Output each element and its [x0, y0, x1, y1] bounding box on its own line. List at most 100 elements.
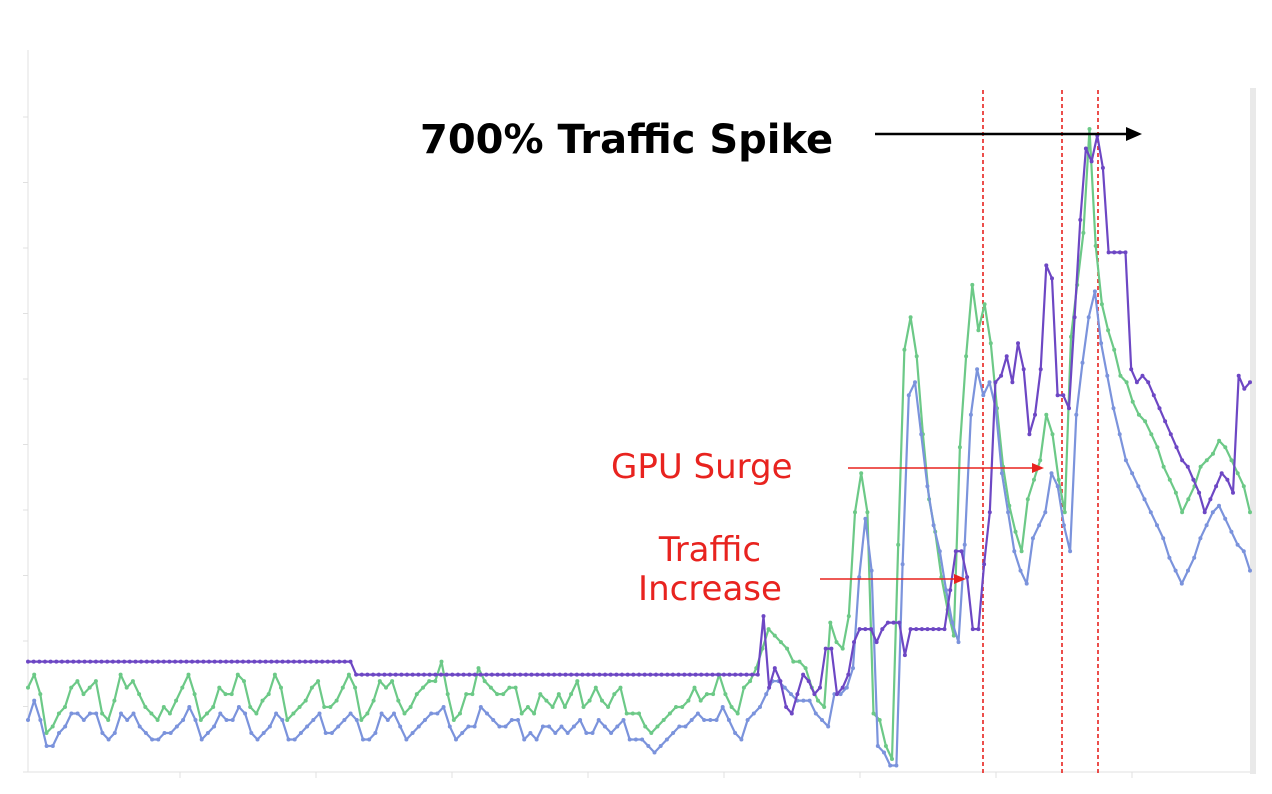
data-point-green — [1173, 490, 1178, 495]
data-point-purple — [829, 646, 834, 651]
data-point-green — [56, 711, 61, 716]
data-point-blue — [218, 711, 223, 716]
data-point-purple — [767, 685, 772, 690]
data-point-purple — [552, 672, 557, 677]
data-point-purple — [274, 659, 279, 664]
data-point-purple — [195, 659, 200, 664]
data-point-green — [840, 646, 845, 651]
data-point-purple — [948, 588, 953, 593]
data-point-purple — [535, 672, 540, 677]
data-point-green — [1118, 373, 1123, 378]
data-point-green — [100, 711, 105, 716]
data-point-blue — [429, 711, 434, 716]
data-point-green — [513, 685, 518, 690]
data-point-purple — [874, 640, 879, 645]
data-point-purple — [789, 711, 794, 716]
data-point-blue — [112, 731, 117, 735]
data-point-purple — [489, 672, 494, 677]
data-point-green — [846, 614, 851, 619]
data-point-purple — [840, 685, 845, 690]
data-point-purple — [1168, 432, 1173, 437]
data-point-green — [254, 711, 259, 716]
data-point-blue — [826, 724, 831, 729]
data-point-green — [137, 692, 142, 697]
data-point-purple — [224, 659, 228, 664]
data-point-purple — [258, 659, 262, 664]
data-point-blue — [26, 718, 30, 722]
data-point-green — [1062, 510, 1067, 515]
data-point-green — [1032, 477, 1036, 482]
data-point-blue — [447, 724, 452, 729]
data-point-green — [957, 445, 962, 450]
data-point-green — [1167, 477, 1172, 482]
data-point-blue — [336, 724, 341, 729]
data-point-green — [797, 659, 802, 664]
data-point-purple — [235, 659, 240, 664]
data-point-blue — [937, 549, 942, 554]
data-point-blue — [702, 718, 707, 722]
data-point-purple — [161, 659, 166, 664]
data-point-green — [735, 711, 740, 716]
data-point-green — [661, 718, 666, 722]
data-point-green — [748, 679, 753, 684]
data-point-blue — [851, 666, 855, 671]
series-line-blue — [26, 290, 1252, 767]
data-point-blue — [968, 412, 973, 417]
data-point-green — [346, 672, 351, 677]
data-point-purple — [450, 672, 455, 677]
data-point-green — [593, 685, 598, 690]
data-point-blue — [813, 711, 818, 716]
data-point-green — [63, 705, 67, 709]
data-point-green — [587, 698, 592, 703]
data-point-blue — [739, 737, 744, 742]
data-point-green — [266, 692, 271, 697]
data-point-blue — [609, 731, 614, 735]
data-point-purple — [925, 627, 930, 632]
data-point-green — [741, 685, 746, 690]
data-point-blue — [1055, 484, 1060, 489]
data-point-green — [130, 679, 135, 684]
gpu-surge-arrow — [848, 463, 1044, 473]
data-point-purple — [586, 672, 591, 677]
data-point-green — [155, 718, 160, 722]
data-point-green — [365, 711, 370, 716]
data-point-purple — [540, 672, 545, 677]
data-point-blue — [708, 718, 713, 722]
data-point-green — [1013, 529, 1018, 534]
data-point-purple — [1021, 367, 1026, 372]
data-point-blue — [435, 711, 440, 716]
data-point-purple — [716, 672, 721, 677]
data-point-purple — [936, 627, 941, 632]
data-point-green — [93, 679, 98, 684]
data-point-blue — [255, 737, 260, 742]
data-point-blue — [807, 698, 812, 703]
data-point-green — [883, 744, 888, 748]
series-layer — [26, 127, 1252, 768]
data-point-green — [828, 620, 833, 625]
data-point-blue — [106, 737, 111, 742]
data-point-blue — [100, 731, 105, 735]
data-point-purple — [82, 659, 87, 664]
data-point-blue — [801, 698, 806, 703]
data-point-blue — [1235, 542, 1240, 547]
data-point-purple — [207, 659, 211, 664]
data-point-blue — [1030, 536, 1035, 541]
data-point-blue — [311, 718, 316, 722]
data-point-green — [106, 718, 111, 722]
data-point-green — [1211, 451, 1215, 456]
data-point-green — [303, 698, 308, 703]
data-point-purple — [687, 672, 692, 677]
data-point-purple — [891, 620, 896, 625]
data-point-purple — [376, 672, 381, 677]
data-point-purple — [642, 672, 647, 677]
data-point-purple — [65, 659, 70, 664]
data-point-purple — [99, 659, 104, 664]
data-point-purple — [252, 659, 257, 664]
data-point-purple — [110, 659, 115, 664]
data-point-purple — [801, 672, 806, 677]
data-point-purple — [931, 627, 936, 632]
data-point-purple — [597, 672, 602, 677]
data-point-purple — [308, 659, 313, 664]
data-point-blue — [981, 393, 986, 398]
data-point-blue — [621, 718, 626, 722]
